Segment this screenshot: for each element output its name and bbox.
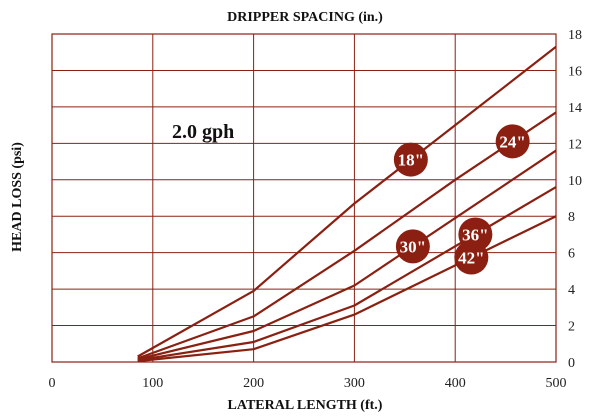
y-tick-label: 14 <box>568 101 582 116</box>
series-badge <box>495 124 530 159</box>
y-tick-label: 0 <box>568 356 575 371</box>
series-badge-label: 24" <box>499 132 525 151</box>
series-badges: 18" 24" 30" 36" 42" <box>393 124 530 275</box>
x-tick-label: 300 <box>344 376 365 391</box>
plot-frame <box>51 33 557 363</box>
series-lines <box>137 45 557 363</box>
y-tick-label: 10 <box>568 174 582 189</box>
x-axis-label: LATERAL LENGTH (ft.) <box>228 398 383 413</box>
series-line-0 <box>137 45 557 358</box>
series-line-3 <box>137 186 557 362</box>
x-tick-label: 200 <box>243 376 264 391</box>
series-line-2 <box>137 149 557 361</box>
series-badge <box>395 229 430 264</box>
y-tick-label: 16 <box>568 64 582 79</box>
y-tick-label: 12 <box>568 137 582 152</box>
x-tick-labels: 0 100 200 300 400 500 <box>49 376 567 391</box>
x-tick-label: 0 <box>49 376 56 391</box>
y-tick-label: 6 <box>568 247 575 262</box>
series-badge <box>454 240 489 275</box>
x-tick-label: 400 <box>445 376 466 391</box>
y-tick-label: 2 <box>568 320 575 335</box>
series-badge <box>393 142 428 177</box>
series-badge-label: 36" <box>462 225 488 244</box>
series-badge-label: 18" <box>398 151 424 170</box>
y-tick-labels: 0 2 4 6 8 10 12 14 16 18 <box>568 28 582 371</box>
y-tick-label: 18 <box>568 28 582 43</box>
flow-rate-annotation: 2.0 gph <box>172 121 234 143</box>
y-tick-label: 8 <box>568 210 575 225</box>
chart-title: DRIPPER SPACING (in.) <box>227 10 383 25</box>
y-tick-label: 4 <box>568 283 575 298</box>
x-tick-label: 100 <box>142 376 163 391</box>
grid <box>51 33 557 363</box>
series-badge-label: 30" <box>400 237 426 256</box>
series-badge-label: 42" <box>458 249 484 268</box>
series-line-4 <box>137 215 557 363</box>
x-tick-label: 500 <box>546 376 567 391</box>
y-axis-label: HEAD LOSS (psi) <box>10 142 25 252</box>
series-line-1 <box>137 111 557 360</box>
